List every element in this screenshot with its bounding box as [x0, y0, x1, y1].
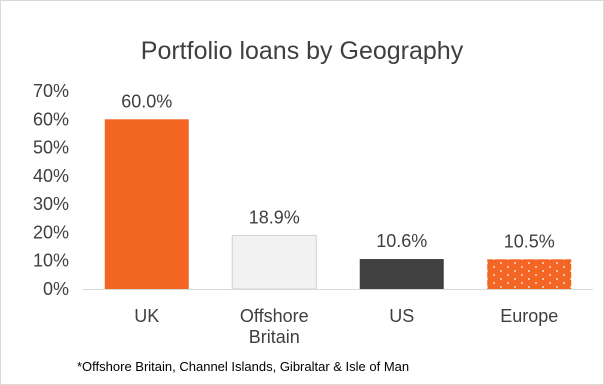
data-label: 60.0%	[121, 91, 172, 111]
y-tick-label: 70%	[33, 81, 69, 101]
x-category-label: Offshore Britain	[240, 306, 309, 347]
bars	[104, 119, 572, 290]
y-tick-label: 10%	[33, 251, 69, 271]
chart-title: Portfolio loans by Geography	[141, 37, 464, 65]
bar	[231, 235, 317, 290]
data-label: 18.9%	[249, 208, 300, 228]
y-tick-label: 30%	[33, 194, 69, 214]
y-tick-label: 20%	[33, 222, 69, 242]
x-axis: UK Offshore Britain US Europe	[83, 289, 593, 347]
x-category-label: UK	[134, 306, 159, 326]
bar	[487, 259, 572, 289]
data-label: 10.5%	[504, 231, 555, 251]
y-tick-label: 50%	[33, 138, 69, 158]
y-tick-label: 40%	[33, 166, 69, 186]
y-tick-label: 0%	[43, 279, 69, 299]
bar	[104, 119, 189, 290]
footnote: *Offshore Britain, Channel Islands, Gibr…	[77, 359, 409, 374]
data-labels: 60.0% 18.9% 10.6% 10.5%	[121, 91, 555, 251]
x-category-label: US	[389, 306, 414, 326]
y-axis: 0% 10% 20% 30% 40% 50% 60% 70%	[33, 81, 69, 299]
x-category-label: Europe	[500, 306, 558, 326]
bar	[359, 259, 444, 289]
data-label: 10.6%	[376, 231, 427, 251]
y-tick-label: 60%	[33, 109, 69, 129]
